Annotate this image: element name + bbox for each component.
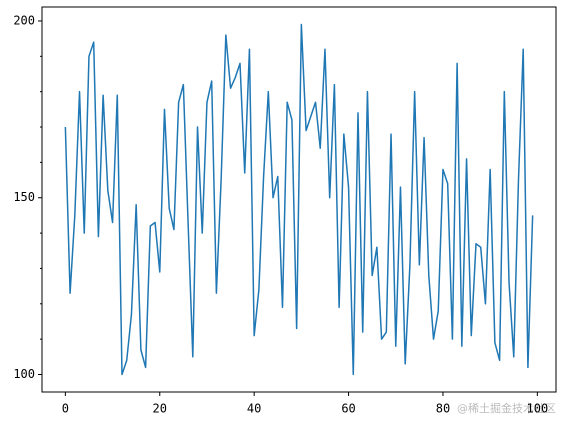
watermark: @稀土掘金技术社区 (457, 401, 556, 415)
x-tick-label: 0 (62, 402, 69, 416)
x-tick-label: 20 (153, 402, 167, 416)
y-tick-label: 100 (13, 367, 35, 381)
x-tick-label: 80 (436, 402, 450, 416)
line (64, 23, 534, 376)
x-tick-label: 60 (341, 402, 355, 416)
x-tick-label: 100 (527, 402, 549, 416)
y-tick-label: 150 (13, 190, 35, 204)
y-tick-label: 200 (13, 13, 35, 27)
x-tick-label: 40 (247, 402, 261, 416)
